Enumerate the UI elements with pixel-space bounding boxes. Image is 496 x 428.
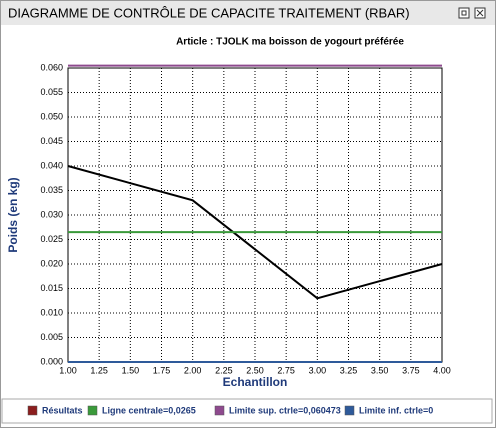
y-axis-label: Poids (en kg) [6, 177, 20, 252]
x-tick-label: 4.00 [433, 365, 451, 375]
x-tick-label: 3.00 [309, 365, 327, 375]
y-tick-label: 0.020 [40, 258, 63, 268]
y-tick-label: 0.005 [40, 332, 63, 342]
x-tick-label: 1.25 [90, 365, 108, 375]
legend-swatch [344, 405, 355, 416]
x-tick-label: 3.50 [371, 365, 389, 375]
legend-label: Limite inf. ctrle=0 [359, 405, 433, 415]
x-tick-label: 3.25 [340, 365, 358, 375]
restore-button[interactable] [458, 7, 470, 19]
restore-icon [461, 10, 467, 16]
y-tick-label: 0.055 [40, 87, 63, 97]
y-tick-label: 0.015 [40, 283, 63, 293]
y-tick-label: 0.030 [40, 209, 63, 219]
x-tick-label: 1.50 [122, 365, 140, 375]
legend [1, 398, 493, 424]
series-line [67, 165, 443, 300]
x-tick-label: 2.50 [246, 365, 264, 375]
x-tick-label: 2.75 [277, 365, 295, 375]
legend-label: Résultats [42, 405, 83, 415]
x-tick-label: 2.00 [184, 365, 202, 375]
x-tick-label: 1.75 [153, 365, 171, 375]
x-tick-label: 1.00 [59, 365, 77, 375]
legend-swatch [87, 405, 98, 416]
y-tick-label: 0.040 [40, 160, 63, 170]
y-tick-label: 0.050 [40, 111, 63, 121]
x-axis-label: Echantillon [223, 375, 288, 389]
y-tick-label: 0.035 [40, 185, 63, 195]
y-tick-label: 0.045 [40, 136, 63, 146]
y-tick-label: 0.060 [40, 62, 63, 72]
legend-label: Limite sup. ctrle=0,060473 [229, 405, 341, 415]
x-tick-label: 3.75 [402, 365, 420, 375]
chart-title: Article : TJOLK ma boisson de yogourt pr… [176, 37, 404, 48]
x-tick-label: 2.25 [215, 365, 233, 375]
legend-swatch [27, 405, 38, 416]
window-title: DIAGRAMME DE CONTRÔLE DE CAPACITE TRAITE… [8, 5, 410, 20]
y-tick-label: 0.000 [40, 356, 63, 366]
y-tick-label: 0.025 [40, 234, 63, 244]
legend-label: Ligne centrale=0,0265 [102, 405, 196, 415]
legend-swatch [214, 405, 225, 416]
y-tick-label: 0.010 [40, 307, 63, 317]
title-bar [1, 1, 495, 25]
close-icon [476, 9, 484, 17]
